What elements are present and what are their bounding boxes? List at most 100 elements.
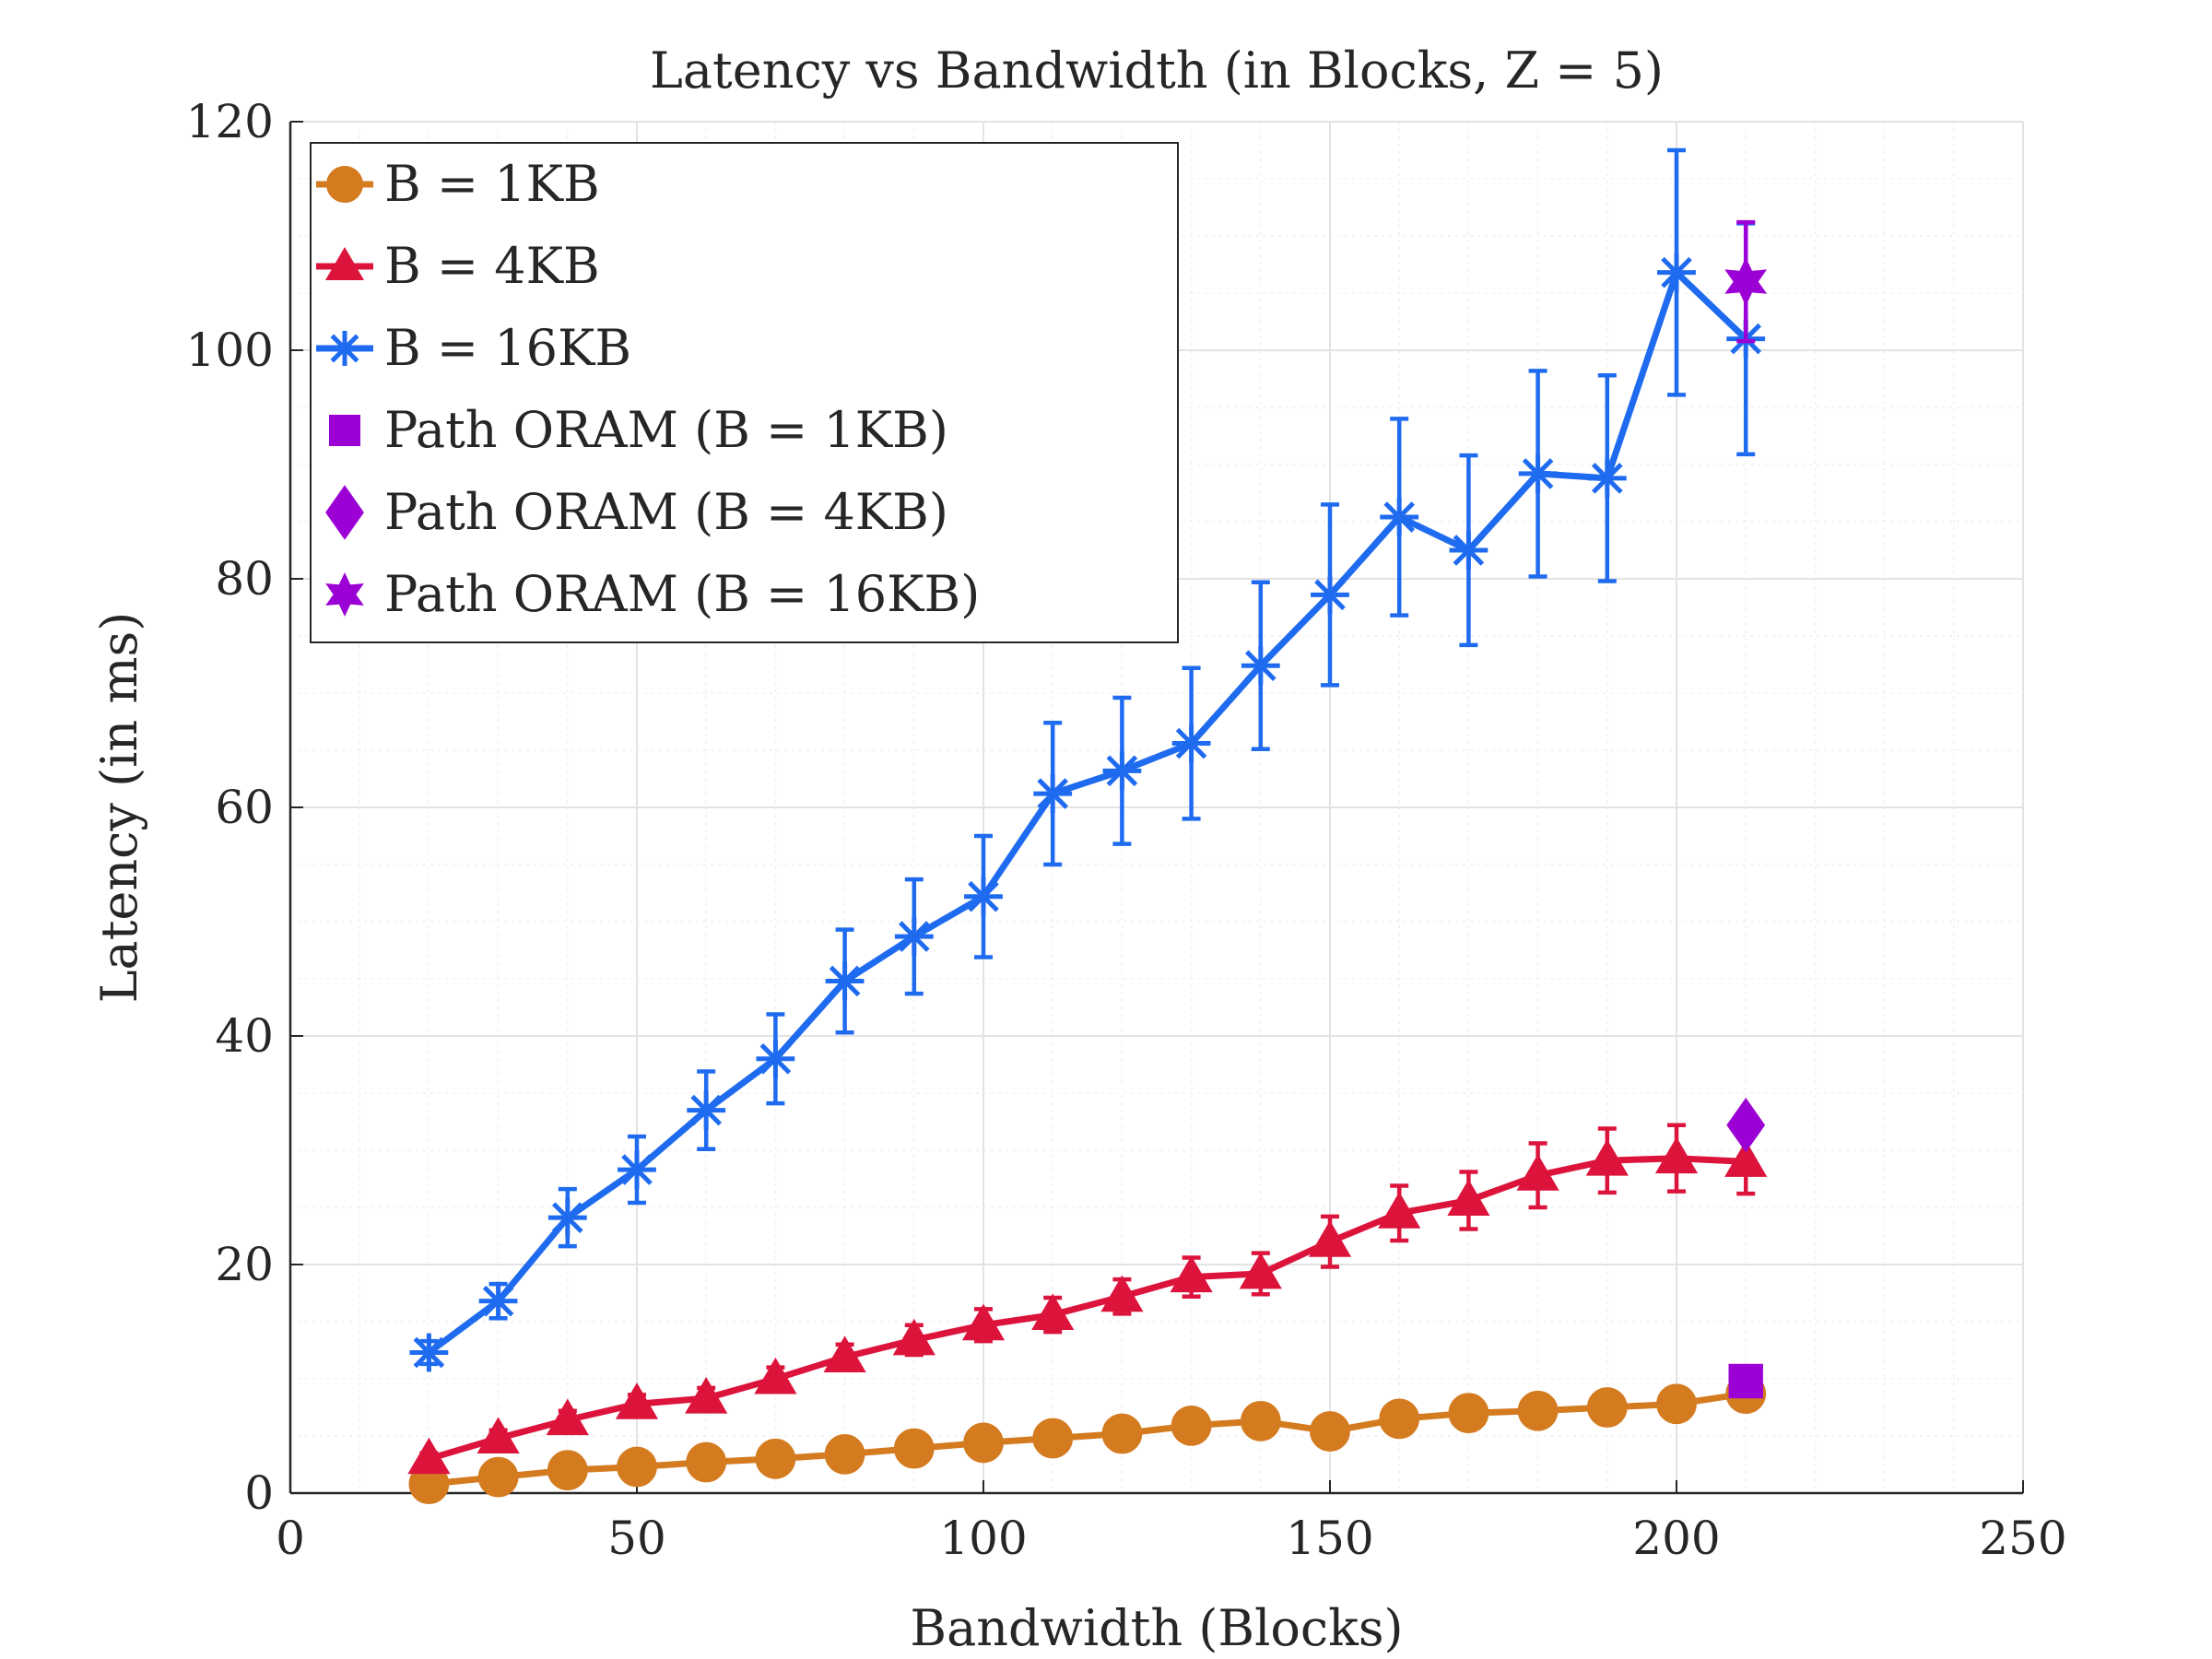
data-point [1310, 1411, 1350, 1452]
legend-marker [327, 331, 362, 366]
data-point [615, 1382, 659, 1419]
data-point [477, 1417, 520, 1453]
data-point [1448, 1393, 1489, 1434]
data-point [1170, 1255, 1213, 1293]
data-point [754, 1357, 797, 1394]
data-point [407, 1437, 451, 1475]
y-tick-label: 120 [186, 95, 274, 148]
data-point [1585, 1139, 1629, 1176]
data-point [546, 1398, 589, 1436]
x-tick-label: 0 [276, 1512, 305, 1565]
legend-marker [325, 247, 364, 280]
y-tick-label: 20 [215, 1238, 274, 1291]
data-point [756, 1039, 795, 1078]
legend-entry: B = 1KB [316, 155, 600, 213]
legend-label: Path ORAM (B = 16KB) [384, 565, 980, 623]
legend-box [310, 142, 1179, 643]
data-point [1033, 774, 1073, 814]
legend-entry: Path ORAM (B = 16KB) [325, 565, 980, 623]
data-point [963, 1422, 1004, 1464]
data-point [1380, 498, 1419, 536]
data-point [1378, 1192, 1421, 1229]
x-tick-label: 50 [607, 1512, 666, 1565]
data-point [1241, 646, 1280, 686]
data-point [1311, 575, 1349, 615]
legend-label: B = 16KB [384, 319, 631, 377]
series-layer [407, 147, 1768, 1504]
series-4 [1726, 1098, 1766, 1153]
y-tick-label: 60 [215, 781, 274, 834]
data-point [1516, 1154, 1559, 1191]
data-point [823, 1335, 866, 1372]
data-point [1171, 1405, 1212, 1446]
data-point [1726, 1098, 1766, 1153]
legend-label: B = 4KB [384, 237, 600, 295]
data-point [1379, 1398, 1420, 1440]
data-point [685, 1376, 728, 1414]
y-tick-label: 40 [215, 1009, 274, 1063]
legend-label: B = 1KB [384, 155, 600, 213]
axes: 0 50 100 150 200 250 0 20 40 60 80 100 120 [186, 95, 2067, 1565]
x-axis-label: Bandwidth (Blocks) [910, 1599, 1403, 1657]
data-point [894, 917, 934, 957]
data-point [893, 1428, 935, 1469]
data-point [1447, 1179, 1490, 1217]
data-point [824, 1433, 865, 1475]
data-point [1586, 1387, 1628, 1428]
data-point [1724, 257, 1768, 306]
data-point [755, 1438, 796, 1479]
y-tick-label: 80 [215, 552, 274, 606]
data-point [1518, 454, 1558, 493]
data-point [1308, 1220, 1352, 1257]
data-point [1728, 1363, 1763, 1399]
data-point [617, 1446, 657, 1488]
data-point [961, 1303, 1006, 1341]
data-point [1239, 1252, 1282, 1289]
x-tick-label: 150 [1286, 1512, 1373, 1565]
data-point [1100, 1275, 1144, 1312]
data-point [1240, 1400, 1281, 1441]
data-point [1032, 1418, 1074, 1459]
data-point [1587, 458, 1627, 498]
data-point [687, 1090, 726, 1130]
x-tick-label: 200 [1632, 1512, 1720, 1565]
legend-entry: Path ORAM (B = 4KB) [325, 483, 948, 541]
y-axis-label: Latency (in ms) [90, 612, 148, 1004]
series-5 [1724, 219, 1768, 344]
legend-entry: Path ORAM (B = 1KB) [329, 401, 948, 459]
legend-marker [329, 415, 360, 446]
data-point [892, 1318, 935, 1356]
legend-entry: B = 4KB [316, 237, 600, 295]
data-point [1657, 253, 1696, 292]
data-point [618, 1150, 656, 1189]
series-1 [407, 1123, 1768, 1475]
legend: B = 1KB B = 4KB B = 16KB Path ORAM (B = 1KB… [310, 142, 1179, 643]
legend-entry: B = 16KB [316, 319, 631, 377]
series-3 [1728, 1363, 1763, 1399]
x-tick-label: 100 [939, 1512, 1027, 1565]
data-point [1517, 1390, 1559, 1431]
data-point [1656, 1383, 1697, 1425]
data-point [1101, 1413, 1143, 1454]
legend-marker [325, 572, 364, 617]
data-point [547, 1450, 588, 1491]
data-point [478, 1281, 518, 1321]
data-point [477, 1456, 519, 1498]
x-tick-label: 250 [1979, 1512, 2066, 1565]
series-2 [409, 147, 1766, 1372]
data-point [1449, 531, 1488, 570]
data-point [825, 961, 865, 1001]
chart-title: Latency vs Bandwidth (in Blocks, Z = 5) [650, 41, 1664, 100]
y-tick-label: 0 [244, 1466, 274, 1520]
data-point [1171, 724, 1211, 763]
data-point [1031, 1293, 1075, 1331]
legend-marker [325, 485, 364, 540]
legend-marker [326, 166, 363, 203]
data-point [686, 1441, 727, 1483]
legend-label: Path ORAM (B = 1KB) [384, 401, 948, 459]
data-point [547, 1198, 587, 1238]
data-point [964, 877, 1003, 916]
data-point [1724, 1140, 1768, 1177]
data-point [409, 1333, 449, 1372]
